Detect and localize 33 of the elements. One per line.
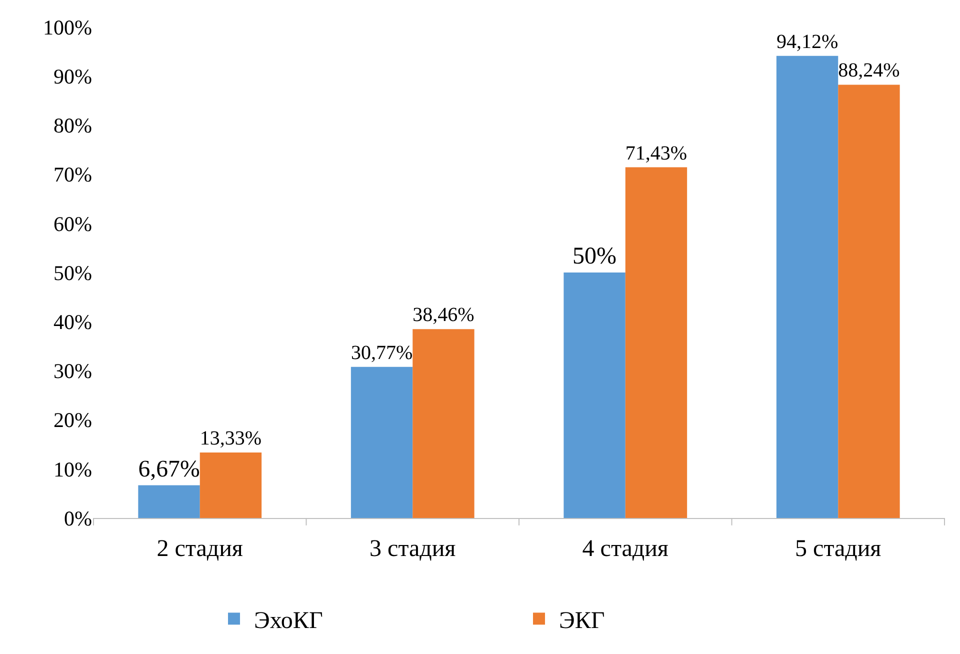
y-tick-label: 0% <box>64 506 92 530</box>
legend-label: ЭхоКГ <box>254 608 323 634</box>
y-tick-label: 40% <box>54 310 92 334</box>
data-label: 38,46% <box>412 304 474 326</box>
data-label: 30,77% <box>350 342 413 364</box>
y-tick-label: 70% <box>54 162 92 187</box>
data-label: 94,12% <box>776 30 838 53</box>
bar <box>564 272 626 518</box>
data-label: 71,43% <box>625 142 688 164</box>
y-tick-label: 30% <box>54 359 92 384</box>
data-label: 50% <box>572 244 617 270</box>
bar <box>776 56 838 518</box>
y-tick-label: 90% <box>54 64 92 88</box>
bar <box>625 167 688 518</box>
bar <box>200 452 262 518</box>
y-tick-label: 20% <box>54 408 92 432</box>
y-tick-label: 100% <box>43 15 92 40</box>
x-tick-label: 5 стадия <box>795 536 882 562</box>
bar <box>838 84 900 518</box>
x-tick-label: 3 стадия <box>370 536 456 562</box>
y-tick-label: 60% <box>54 212 92 236</box>
legend-label: ЭКГ <box>559 608 605 634</box>
x-tick-label: 2 стадия <box>156 536 243 562</box>
y-tick-label: 10% <box>54 457 92 482</box>
y-tick-label: 80% <box>54 114 92 138</box>
bar <box>412 329 474 518</box>
data-label: 6,67% <box>138 456 200 482</box>
data-label: 88,24% <box>838 60 900 82</box>
data-label: 13,33% <box>200 428 262 450</box>
bar <box>138 485 200 518</box>
y-tick-label: 50% <box>54 260 92 285</box>
bar <box>350 366 413 518</box>
x-tick-label: 4 стадия <box>582 536 668 562</box>
